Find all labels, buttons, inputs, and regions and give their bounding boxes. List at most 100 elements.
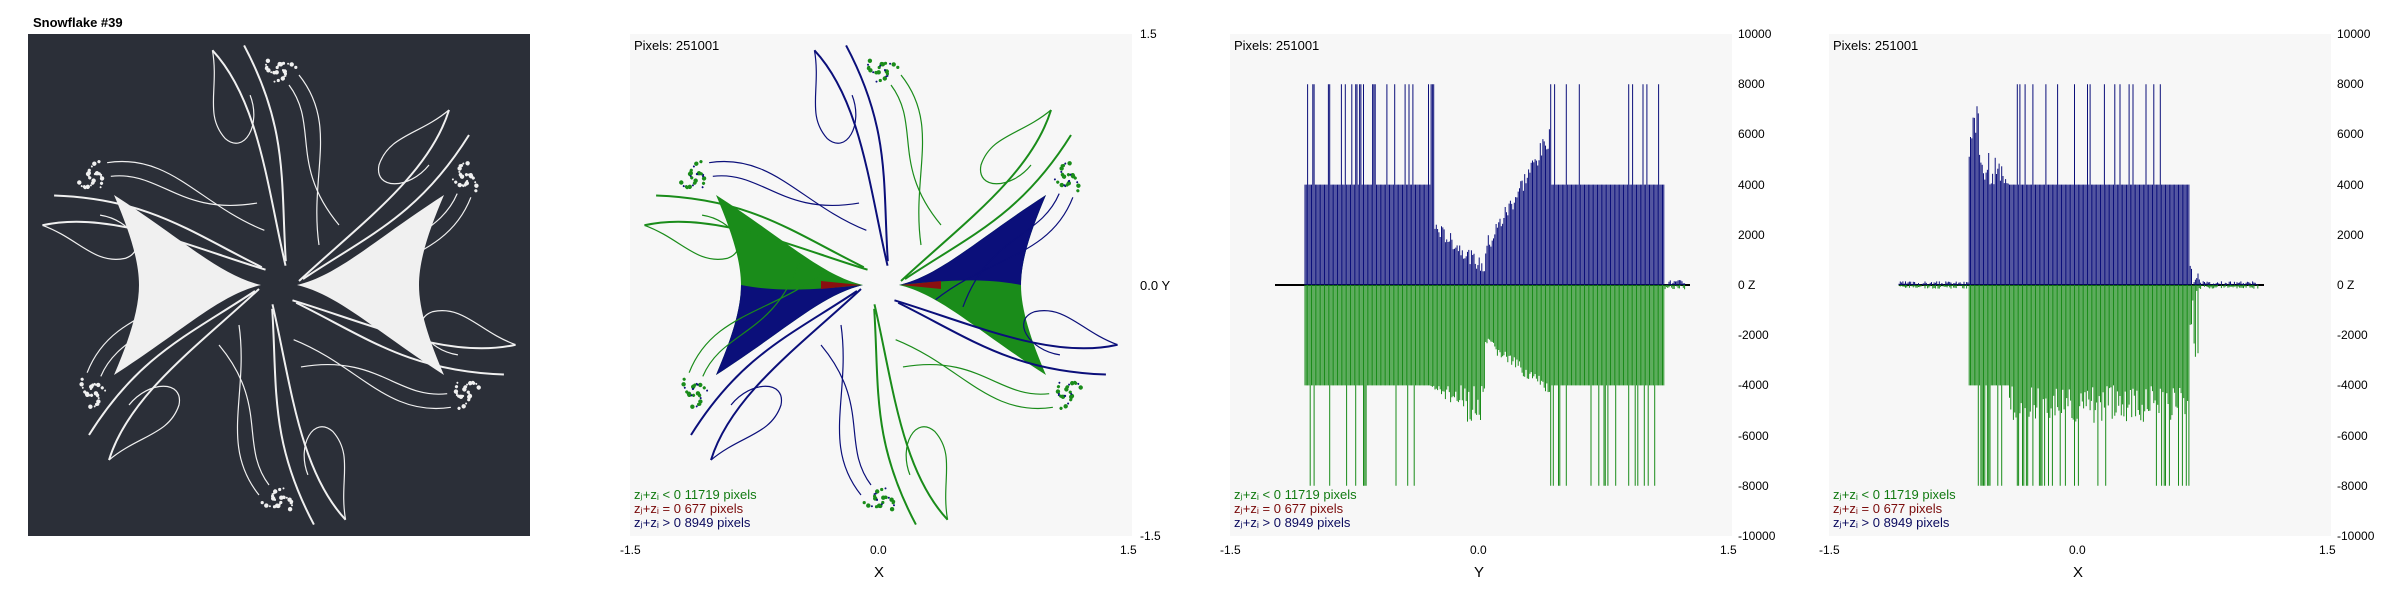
snowflake-branch [873,308,917,526]
snowflake-branch [644,220,868,271]
snowflake-tip-dot [877,65,881,70]
snowflake-branch [211,49,287,266]
snowflake-tip-dot [274,498,276,501]
snowflake-tip-dot [1059,166,1064,171]
snowflake-tip-dot [285,496,288,499]
snowflake-tip-dot [279,495,284,500]
snowflake-tip-dot [291,504,293,507]
snowflake-branch [360,193,458,308]
snowflake-tip-dot [698,382,703,388]
legend-lt: zⱼ+zᵢ < 0 11719 pixels [1833,487,1956,502]
snowflake-branch [845,44,889,262]
snowflake-arm [866,58,1072,375]
snowflake-tip [264,58,298,83]
snowflake-branch [813,50,857,144]
snowflake-tip-dot [688,170,693,176]
snowflake-tip-dot [1063,184,1066,187]
z-ytick-label: -6000 [2337,428,2368,443]
snowflake-tip-dot [695,405,698,408]
snowflake-tip [79,377,107,409]
snowflake-branch [236,324,260,496]
legend-gt: zⱼ+zᵢ > 0 8949 pixels [1833,515,1950,530]
snowflake-tip [260,487,294,512]
snowflake-tip-dot [697,394,702,398]
snowflake-tip-dot [880,487,884,492]
snowflake-tip-dot [474,183,479,188]
snowflake-tip-dot [88,394,91,397]
snowflake-tip [77,160,105,190]
snowflake-branch [900,74,924,246]
snowflake-tip-dot [701,181,706,185]
snowflake-branch [271,304,347,521]
snowflake-tip-dot [867,63,869,66]
snowflake-branch [293,339,451,410]
snowflake-arm [271,304,481,526]
snowflake-tip-dot [287,497,292,502]
snowflake-tip-dot [870,505,873,508]
snowflake-branch [108,385,180,461]
snowflake-tip-dot [881,495,886,500]
snowflake-tip-dot [467,173,470,176]
snowflake-tip-dot [79,382,84,387]
snowflake-tip-dot [283,75,286,78]
snowflake-tip-dot [1065,385,1070,389]
z-ytick-label: -4000 [2337,378,2368,393]
snowflake-image [42,44,516,526]
snowflake-tip-dot [1056,385,1061,389]
snowflake-tip-dot [457,166,462,171]
snowflake-tip-dot [81,386,84,389]
snowflake-tip-dot [272,70,276,75]
snowflake-tip-dot [456,392,459,395]
snowflake-tip [681,377,709,409]
snowflake-branch [54,194,263,269]
snowflake-tip-dot [690,404,695,409]
snowflake-tip-dot [475,382,478,385]
snowflake-render [28,34,530,536]
snowflake-tip-dot [466,390,470,394]
snowflake-branch [838,324,862,496]
snowflake-branch [88,290,256,436]
snowflake-tip-dot [270,71,273,74]
xy-scatter-svg [644,44,1118,526]
snowflake-tip-dot [696,402,701,407]
snowflake-tip-dot [880,62,885,67]
snowflake-tip-dot [880,503,883,506]
snowflake-tip-dot [701,176,707,181]
snowflake-tip-dot [265,65,269,69]
snowflake-tip-dot [878,78,882,83]
snowflake-tip-dot [1065,183,1069,187]
snowflake-tip-dot [467,394,472,400]
snowflake-tip-dot [884,69,886,72]
snowflake-tip-dot [1067,180,1070,183]
snowflake-tip-dot [264,503,269,508]
snowflake-tip-dot [94,383,97,386]
snowflake-tip-dot [457,406,461,410]
snowflake-tip-dot [476,385,481,390]
z-ytick-label: -2000 [2337,328,2368,343]
snowflake-branch [42,214,137,260]
snowflake-tip-dot [287,62,290,65]
z-ytick-label: 0 Z [1738,278,1756,292]
snowflake-tip-dot [679,180,684,185]
snowflake-tip-dot [1059,182,1064,188]
snowflake-tip-dot [279,500,283,505]
snowflake-tip-dot [104,389,107,392]
snowflake-tip-dot [862,501,866,505]
snowflake-tip-dot [95,394,100,398]
snowflake-tip-dot [693,383,697,387]
snowflake-tip-dot [458,172,463,176]
legend-gt: zⱼ+zᵢ > 0 8949 pixels [634,515,751,530]
snowflake-branch [644,214,739,260]
snowflake-tip-dot [260,501,264,505]
xy-xtick-mid: 0.0 [870,543,887,557]
snowflake-tip-dot [99,181,104,185]
snowflake-branch [302,134,470,280]
snowflake-tip-dot [275,503,280,508]
xy-ytick-bottom: -1.5 [1140,529,1161,543]
snowflake-tip-dot [683,386,686,389]
xz-xtick-left: -1.5 [1819,543,1840,557]
z-ytick-label: 2000 [2337,227,2364,242]
snowflake-tip-dot [82,185,86,189]
snowflake-tip-dot [889,62,892,65]
snowflake-tip-dot [272,492,275,495]
